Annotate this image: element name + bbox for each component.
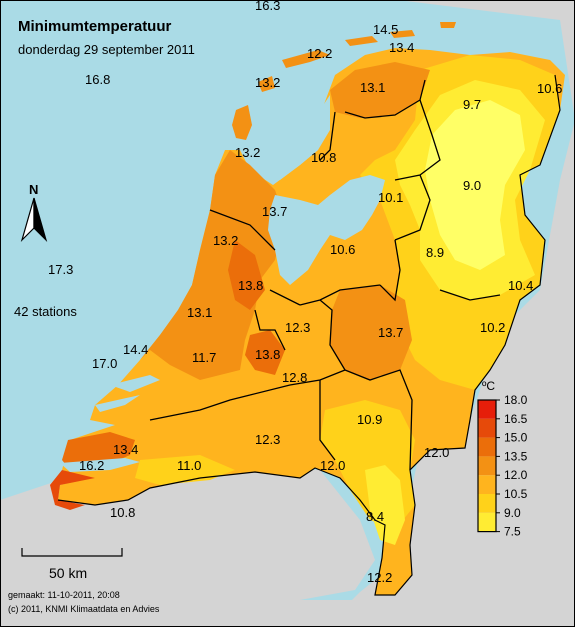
temperature-value: 10.6 bbox=[537, 81, 562, 96]
legend-tick-label: 9.0 bbox=[504, 506, 521, 520]
legend-tick-label: 13.5 bbox=[504, 449, 528, 463]
temperature-value: 16.2 bbox=[79, 458, 104, 473]
footer-made: gemaakt: 11-10-2011, 20:08 bbox=[8, 590, 120, 600]
legend-tick-label: 10.5 bbox=[504, 487, 528, 501]
temperature-value: 12.3 bbox=[285, 320, 310, 335]
temperature-value: 11.0 bbox=[177, 458, 201, 473]
temperature-value: 12.3 bbox=[255, 432, 280, 447]
legend-frame bbox=[477, 399, 497, 533]
legend-swatch bbox=[478, 475, 496, 494]
temperature-value: 12.2 bbox=[367, 570, 392, 585]
haringvliet bbox=[110, 375, 160, 392]
legend-swatch bbox=[478, 418, 496, 438]
band-zeeland-16 bbox=[50, 470, 95, 510]
temperature-value: 10.9 bbox=[357, 412, 382, 427]
map-subtitle: donderdag 29 september 2011 bbox=[18, 42, 195, 57]
zeeland-waters bbox=[60, 375, 160, 472]
legend-swatch bbox=[478, 437, 496, 457]
temperature-value: 12.8 bbox=[282, 370, 307, 385]
legend-tick-label: 7.5 bbox=[504, 525, 521, 539]
temperature-value: 10.8 bbox=[110, 505, 135, 520]
legend-swatch bbox=[478, 400, 496, 419]
temperature-value: 13.7 bbox=[378, 325, 403, 340]
temperature-value: 13.2 bbox=[213, 233, 238, 248]
temperature-value: 8.4 bbox=[366, 509, 384, 524]
temperature-value: 8.9 bbox=[426, 245, 444, 260]
island-rottumeroog bbox=[440, 22, 456, 28]
temperature-value: 17.3 bbox=[48, 262, 73, 277]
temperature-value: 13.2 bbox=[255, 75, 280, 90]
temperature-value: 13.7 bbox=[262, 204, 287, 219]
island-ameland bbox=[345, 36, 378, 46]
temperature-value: 10.1 bbox=[378, 190, 403, 205]
germany-land bbox=[300, 0, 575, 627]
temperature-value: 13.8 bbox=[255, 347, 280, 362]
legend-unit: ºC bbox=[482, 379, 495, 393]
temperature-value: 10.8 bbox=[311, 150, 336, 165]
legend-tick-label: 16.5 bbox=[504, 412, 528, 426]
legend-tick-label: 15.0 bbox=[504, 431, 528, 445]
band-north-core bbox=[330, 62, 430, 118]
map-title: Minimumtemperatuur bbox=[18, 18, 172, 35]
legend-swatch bbox=[478, 494, 496, 513]
island-texel bbox=[232, 105, 252, 140]
wadden-islands bbox=[232, 22, 456, 140]
temperature-value: 10.6 bbox=[330, 242, 355, 257]
belgium-land bbox=[0, 470, 375, 627]
stations-count: 42 stations bbox=[14, 304, 77, 319]
legend-swatch bbox=[478, 512, 496, 532]
ijsselmeer bbox=[268, 175, 385, 285]
temperature-value: 11.7 bbox=[192, 350, 216, 365]
band-center-15 bbox=[245, 330, 285, 375]
island-schiermonnikoog bbox=[390, 30, 415, 38]
westerschelde bbox=[60, 458, 140, 472]
band-limburg-9 bbox=[365, 465, 405, 545]
island-vlieland bbox=[258, 76, 275, 92]
temperature-value: 12.0 bbox=[320, 458, 345, 473]
legend-tick-label: 12.0 bbox=[504, 468, 528, 482]
temperature-value: 16.3 bbox=[255, 0, 280, 13]
temperature-value: 10.2 bbox=[480, 320, 505, 335]
footer-copyright: (c) 2011, KNMI Klimaatdata en Advies bbox=[8, 604, 160, 614]
temperature-value: 9.0 bbox=[463, 178, 481, 193]
temperature-value: 10.4 bbox=[508, 278, 533, 293]
legend: 18.0 16.5 15.0 13.5 12.0 10.5 9.0 7.5 bbox=[477, 393, 528, 539]
temperature-value: 13.4 bbox=[389, 40, 414, 55]
temperature-values: 16.3 14.5 12.2 13.4 16.8 13.2 13.1 9.7 1… bbox=[48, 0, 562, 585]
temperature-value: 14.4 bbox=[123, 342, 148, 357]
temperature-value: 13.2 bbox=[235, 145, 260, 160]
temperature-value: 9.7 bbox=[463, 97, 481, 112]
legend-swatch bbox=[478, 456, 496, 476]
oosterschelde bbox=[95, 395, 140, 412]
wadden-sea bbox=[250, 95, 330, 180]
temperature-value: 13.1 bbox=[360, 80, 385, 95]
netherlands-bands bbox=[50, 48, 565, 595]
national-border bbox=[57, 74, 561, 596]
temperature-value: 13.8 bbox=[238, 278, 263, 293]
band-center-east-13 bbox=[330, 285, 412, 380]
temperature-value: 13.1 bbox=[187, 305, 212, 320]
legend-tick-label: 18.0 bbox=[504, 393, 528, 407]
band-west-15 bbox=[228, 240, 265, 310]
scale-bar bbox=[21, 548, 123, 557]
island-terschelling bbox=[282, 50, 330, 68]
north-arrow-icon bbox=[20, 197, 48, 243]
temperature-value: 12.2 bbox=[307, 46, 332, 61]
temperature-value: 12.0 bbox=[424, 445, 449, 460]
temperature-value: 13.4 bbox=[113, 442, 138, 457]
scale-label: 50 km bbox=[49, 565, 87, 581]
temperature-value: 14.5 bbox=[373, 22, 398, 37]
band-east-7 bbox=[425, 100, 525, 270]
band-west-13 bbox=[140, 150, 285, 380]
province-borders bbox=[149, 79, 501, 471]
temperature-value: 17.0 bbox=[92, 356, 117, 371]
north-label: N bbox=[29, 182, 38, 197]
temperature-value: 16.8 bbox=[85, 72, 110, 87]
